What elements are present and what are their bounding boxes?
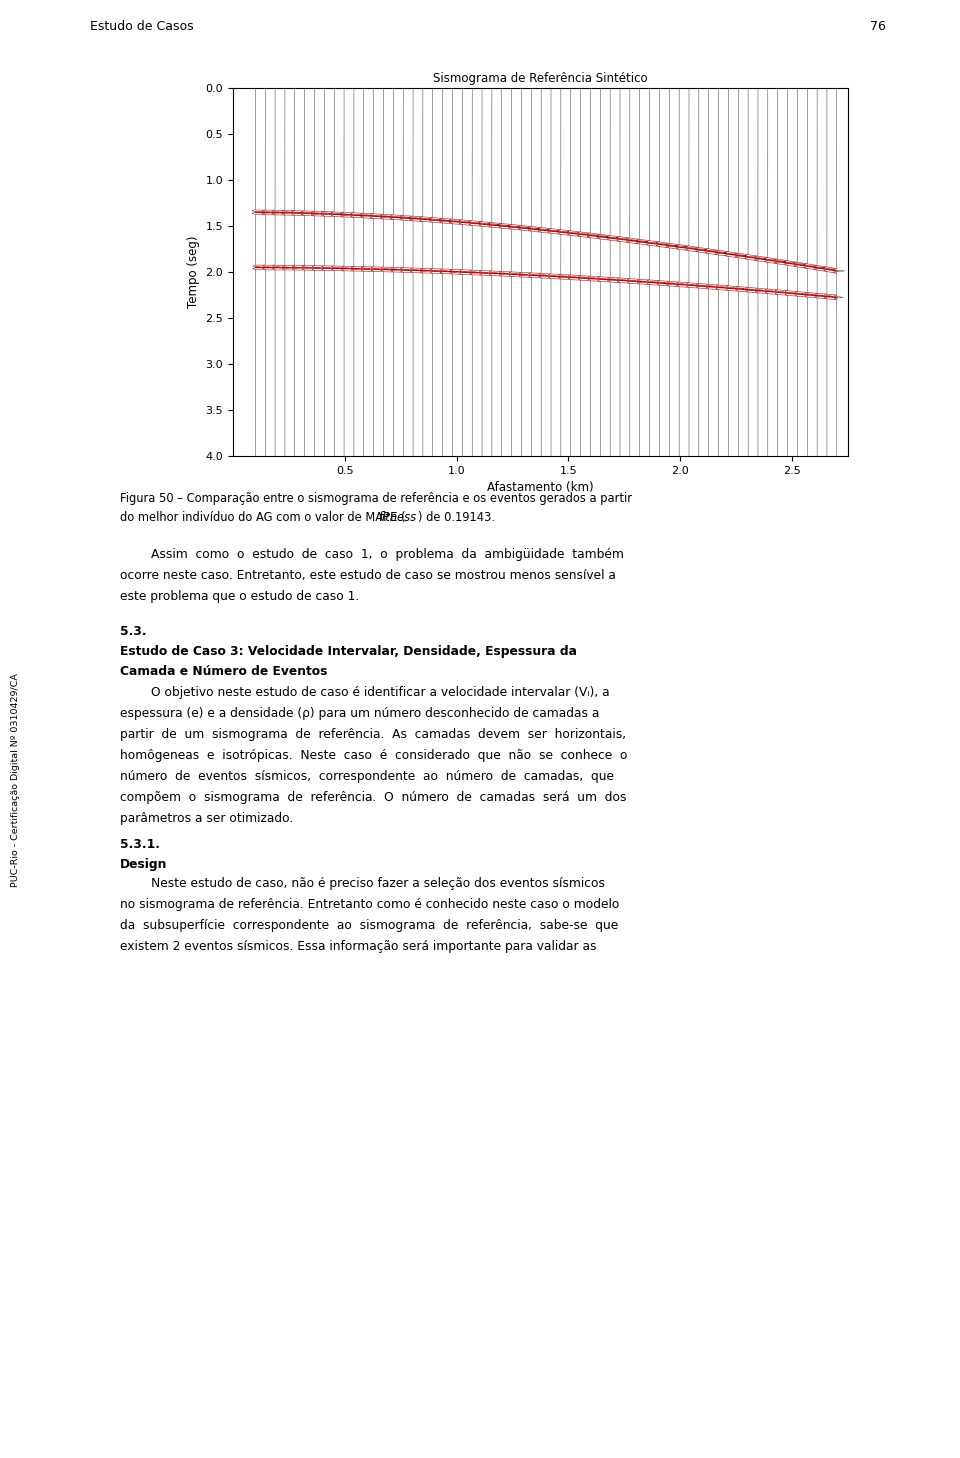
Text: partir  de  um  sismograma  de  referência.  As  camadas  devem  ser  horizontai: partir de um sismograma de referência. A… [120, 728, 626, 741]
Text: Estudo de Caso 3: Velocidade Intervalar, Densidade, Espessura da: Estudo de Caso 3: Velocidade Intervalar,… [120, 644, 577, 658]
Text: ) de 0.19143.: ) de 0.19143. [418, 510, 495, 523]
Text: PUC-Rio - Certificação Digital Nº 0310429/CA: PUC-Rio - Certificação Digital Nº 031042… [12, 674, 20, 886]
Text: Figura 50 – Comparação entre o sismograma de referência e os eventos gerados a p: Figura 50 – Comparação entre o sismogram… [120, 491, 632, 504]
Text: O objetivo neste estudo de caso é identificar a velocidade intervalar (Vᵢ), a: O objetivo neste estudo de caso é identi… [120, 687, 610, 698]
Text: número  de  eventos  sísmicos,  correspondente  ao  número  de  camadas,  que: número de eventos sísmicos, corresponden… [120, 770, 614, 783]
Text: Camada e Número de Eventos: Camada e Número de Eventos [120, 665, 327, 678]
Text: 5.3.: 5.3. [120, 625, 147, 639]
X-axis label: Afastamento (km): Afastamento (km) [487, 481, 594, 494]
Text: homôgeneas  e  isotrópicas.  Neste  caso  é  considerado  que  não  se  conhece : homôgeneas e isotrópicas. Neste caso é c… [120, 749, 628, 763]
Text: no sismograma de referência. Entretanto como é conhecido neste caso o modelo: no sismograma de referência. Entretanto … [120, 898, 619, 911]
Text: espessura (e) e a densidade (ρ) para um número desconhecido de camadas a: espessura (e) e a densidade (ρ) para um … [120, 707, 599, 720]
Text: fitness: fitness [378, 510, 416, 523]
Text: do melhor indivíduo do AG com o valor de MAPE (: do melhor indivíduo do AG com o valor de… [120, 510, 405, 523]
Text: este problema que o estudo de caso 1.: este problema que o estudo de caso 1. [120, 590, 359, 604]
Text: 5.3.1.: 5.3.1. [120, 838, 160, 851]
Y-axis label: Tempo (seg): Tempo (seg) [187, 236, 200, 308]
Text: Neste estudo de caso, não é preciso fazer a seleção dos eventos sísmicos: Neste estudo de caso, não é preciso faze… [120, 878, 605, 889]
Text: da  subsuperfície  correspondente  ao  sismograma  de  referência,  sabe-se  que: da subsuperfície correspondente ao sismo… [120, 919, 618, 932]
Text: ocorre neste caso. Entretanto, este estudo de caso se mostrou menos sensível a: ocorre neste caso. Entretanto, este estu… [120, 569, 616, 582]
Text: Assim  como  o  estudo  de  caso  1,  o  problema  da  ambigüidade  também: Assim como o estudo de caso 1, o problem… [120, 548, 624, 561]
Text: compõem  o  sismograma  de  referência.  O  número  de  camadas  será  um  dos: compõem o sismograma de referência. O nú… [120, 792, 627, 803]
Text: existem 2 eventos sísmicos. Essa informação será importante para validar as: existem 2 eventos sísmicos. Essa informa… [120, 940, 596, 954]
Text: parâmetros a ser otimizado.: parâmetros a ser otimizado. [120, 812, 293, 825]
Title: Sismograma de Referência Sintético: Sismograma de Referência Sintético [433, 73, 648, 86]
Text: Estudo de Casos: Estudo de Casos [90, 20, 194, 34]
Text: 76: 76 [870, 20, 886, 34]
Text: Design: Design [120, 857, 167, 870]
